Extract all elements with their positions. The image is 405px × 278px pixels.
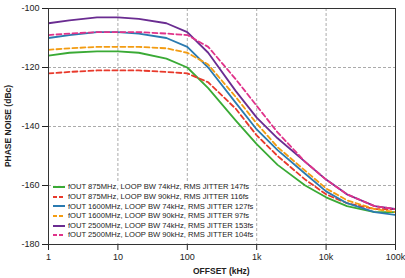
svg-text:100: 100 — [180, 252, 195, 262]
svg-text:1: 1 — [46, 252, 51, 262]
svg-text:100k: 100k — [386, 252, 405, 262]
svg-text:-180: -180 — [21, 239, 39, 249]
svg-text:-160: -160 — [21, 180, 39, 190]
html-text:PHASE NOISE (dBc): PHASE NOISE (dBc) — [3, 84, 14, 168]
svg-text:-120: -120 — [21, 62, 39, 72]
html-text:OFFSET (kHz): OFFSET (kHz) — [193, 266, 250, 276]
svg-text:10k: 10k — [319, 252, 334, 262]
html-text:fOUT 2500MHz, LOOP BW 90kHz, R: fOUT 2500MHz, LOOP BW 90kHz, RMS JITTER … — [68, 230, 254, 240]
html-text:fOUT 2500MHz, LOOP BW 74kHz, R: fOUT 2500MHz, LOOP BW 74kHz, RMS JITTER … — [68, 220, 254, 230]
svg-text:1k: 1k — [252, 252, 262, 262]
html-text:fOUT 875MHz, LOOP BW 90kHz, RM: fOUT 875MHz, LOOP BW 90kHz, RMS JITTER 1… — [68, 192, 249, 201]
svg-text:-100: -100 — [21, 3, 39, 13]
svg-text:10: 10 — [113, 252, 123, 262]
html-text:fOUT 1600MHz, LOOP BW 74kHz, R: fOUT 1600MHz, LOOP BW 74kHz, RMS JITTER … — [68, 201, 254, 211]
svg-text:-140: -140 — [21, 121, 39, 131]
html-text:fOUT 1600MHz, LOOP BW 90kHz, R: fOUT 1600MHz, LOOP BW 90kHz, RMS JITTER … — [68, 211, 250, 221]
html-text:fOUT 875MHz, LOOP BW 74kHz, RM: fOUT 875MHz, LOOP BW 74kHz, RMS JITTER 1… — [68, 182, 250, 192]
